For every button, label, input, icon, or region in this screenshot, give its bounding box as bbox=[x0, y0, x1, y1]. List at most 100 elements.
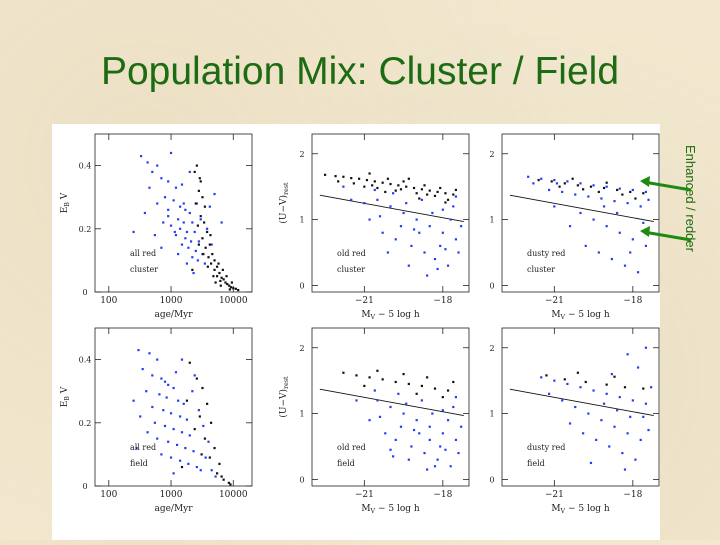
data-point-blue bbox=[642, 415, 645, 418]
y-axis-label: (U−V)rest bbox=[278, 376, 290, 418]
data-point-black bbox=[418, 197, 421, 200]
arrow-lower bbox=[643, 230, 692, 242]
data-point-blue bbox=[460, 225, 463, 228]
data-point-blue bbox=[431, 211, 434, 215]
data-point-black bbox=[230, 281, 233, 284]
data-point-black bbox=[213, 268, 216, 271]
data-point-black bbox=[452, 193, 455, 196]
data-point-blue bbox=[618, 187, 621, 190]
arrows-overlay bbox=[640, 176, 692, 242]
data-point-black bbox=[193, 428, 196, 431]
data-point-black bbox=[197, 243, 200, 246]
data-point-blue bbox=[179, 415, 182, 418]
data-point-blue bbox=[452, 405, 455, 409]
data-point-blue bbox=[146, 431, 149, 434]
data-point-black bbox=[224, 281, 227, 284]
data-point-black bbox=[222, 278, 225, 281]
data-point-blue bbox=[402, 211, 405, 215]
data-point-blue bbox=[184, 446, 187, 450]
x-tick-label: 10000 bbox=[219, 296, 248, 306]
data-point-black bbox=[203, 437, 206, 440]
data-point-blue bbox=[145, 390, 148, 393]
data-point-black bbox=[201, 196, 204, 199]
data-point-black bbox=[198, 177, 201, 180]
data-point-black bbox=[208, 456, 211, 459]
data-point-blue bbox=[184, 237, 187, 240]
data-point-blue bbox=[426, 468, 429, 471]
data-point-black bbox=[358, 177, 361, 180]
x-axis-label: MV − 5 log h bbox=[361, 310, 420, 321]
annotation-env: cluster bbox=[527, 265, 555, 274]
data-point-blue bbox=[568, 225, 572, 228]
data-point-blue bbox=[204, 456, 207, 459]
data-point-black bbox=[200, 453, 203, 456]
data-point-blue bbox=[650, 386, 653, 389]
data-point-black bbox=[217, 262, 220, 265]
data-point-black bbox=[446, 389, 450, 392]
data-point-black bbox=[363, 185, 366, 188]
data-point-black bbox=[193, 170, 196, 174]
data-point-blue bbox=[595, 438, 598, 442]
data-point-blue bbox=[423, 251, 426, 254]
x-tick-label: 1000 bbox=[160, 490, 183, 500]
y-tick-label: 2 bbox=[489, 150, 494, 159]
x-tick-label: −21 bbox=[355, 296, 374, 306]
data-point-blue bbox=[180, 358, 184, 361]
data-point-blue bbox=[540, 376, 543, 379]
data-point-blue bbox=[197, 409, 200, 412]
data-point-blue bbox=[160, 377, 163, 380]
data-point-blue bbox=[642, 221, 645, 224]
data-point-black bbox=[381, 378, 384, 381]
y-tick-label: 0 bbox=[82, 288, 87, 297]
data-point-black bbox=[423, 184, 426, 187]
data-point-blue bbox=[389, 448, 392, 451]
data-point-black bbox=[571, 177, 574, 180]
data-point-blue bbox=[132, 230, 135, 234]
y-axis-label: EB V bbox=[60, 386, 71, 407]
data-point-blue bbox=[378, 215, 382, 218]
data-point-blue bbox=[376, 399, 379, 402]
data-point-blue bbox=[433, 257, 437, 261]
data-point-blue bbox=[613, 425, 616, 428]
data-point-black bbox=[439, 186, 442, 190]
data-point-blue bbox=[592, 184, 595, 187]
data-point-black bbox=[444, 201, 447, 204]
data-point-blue bbox=[444, 448, 447, 451]
data-point-blue bbox=[378, 415, 382, 418]
data-point-blue bbox=[188, 211, 191, 215]
data-point-blue bbox=[410, 244, 413, 248]
data-point-blue bbox=[214, 475, 217, 478]
data-point-blue bbox=[457, 451, 460, 455]
data-point-blue bbox=[172, 386, 175, 390]
data-point-black bbox=[405, 185, 408, 188]
data-point-black bbox=[201, 237, 204, 240]
data-point-blue bbox=[210, 243, 213, 246]
data-point-black bbox=[426, 193, 429, 196]
panel-frame bbox=[311, 327, 470, 487]
x-tick-label: −21 bbox=[355, 490, 374, 500]
data-point-blue bbox=[415, 218, 418, 221]
data-point-blue bbox=[191, 390, 194, 393]
data-point-black bbox=[446, 198, 450, 201]
y-tick-label: 1 bbox=[489, 410, 494, 419]
data-point-black bbox=[373, 180, 376, 183]
data-point-blue bbox=[179, 227, 182, 230]
data-point-black bbox=[234, 287, 237, 290]
data-point-blue bbox=[185, 230, 189, 234]
data-point-blue bbox=[446, 264, 450, 267]
data-point-blue bbox=[568, 422, 572, 425]
panel-frame bbox=[311, 133, 470, 293]
data-point-blue bbox=[220, 221, 223, 224]
data-point-black bbox=[232, 287, 235, 290]
data-point-black bbox=[454, 188, 458, 192]
data-point-black bbox=[228, 284, 231, 287]
data-point-black bbox=[207, 256, 210, 259]
annotation-type: old red bbox=[337, 443, 366, 452]
y-tick-label: 1 bbox=[299, 216, 304, 225]
data-point-black bbox=[206, 265, 209, 268]
arrow-upper-head bbox=[640, 176, 650, 187]
data-point-blue bbox=[196, 259, 199, 262]
panel-frame bbox=[94, 327, 253, 487]
data-point-black bbox=[558, 185, 561, 188]
